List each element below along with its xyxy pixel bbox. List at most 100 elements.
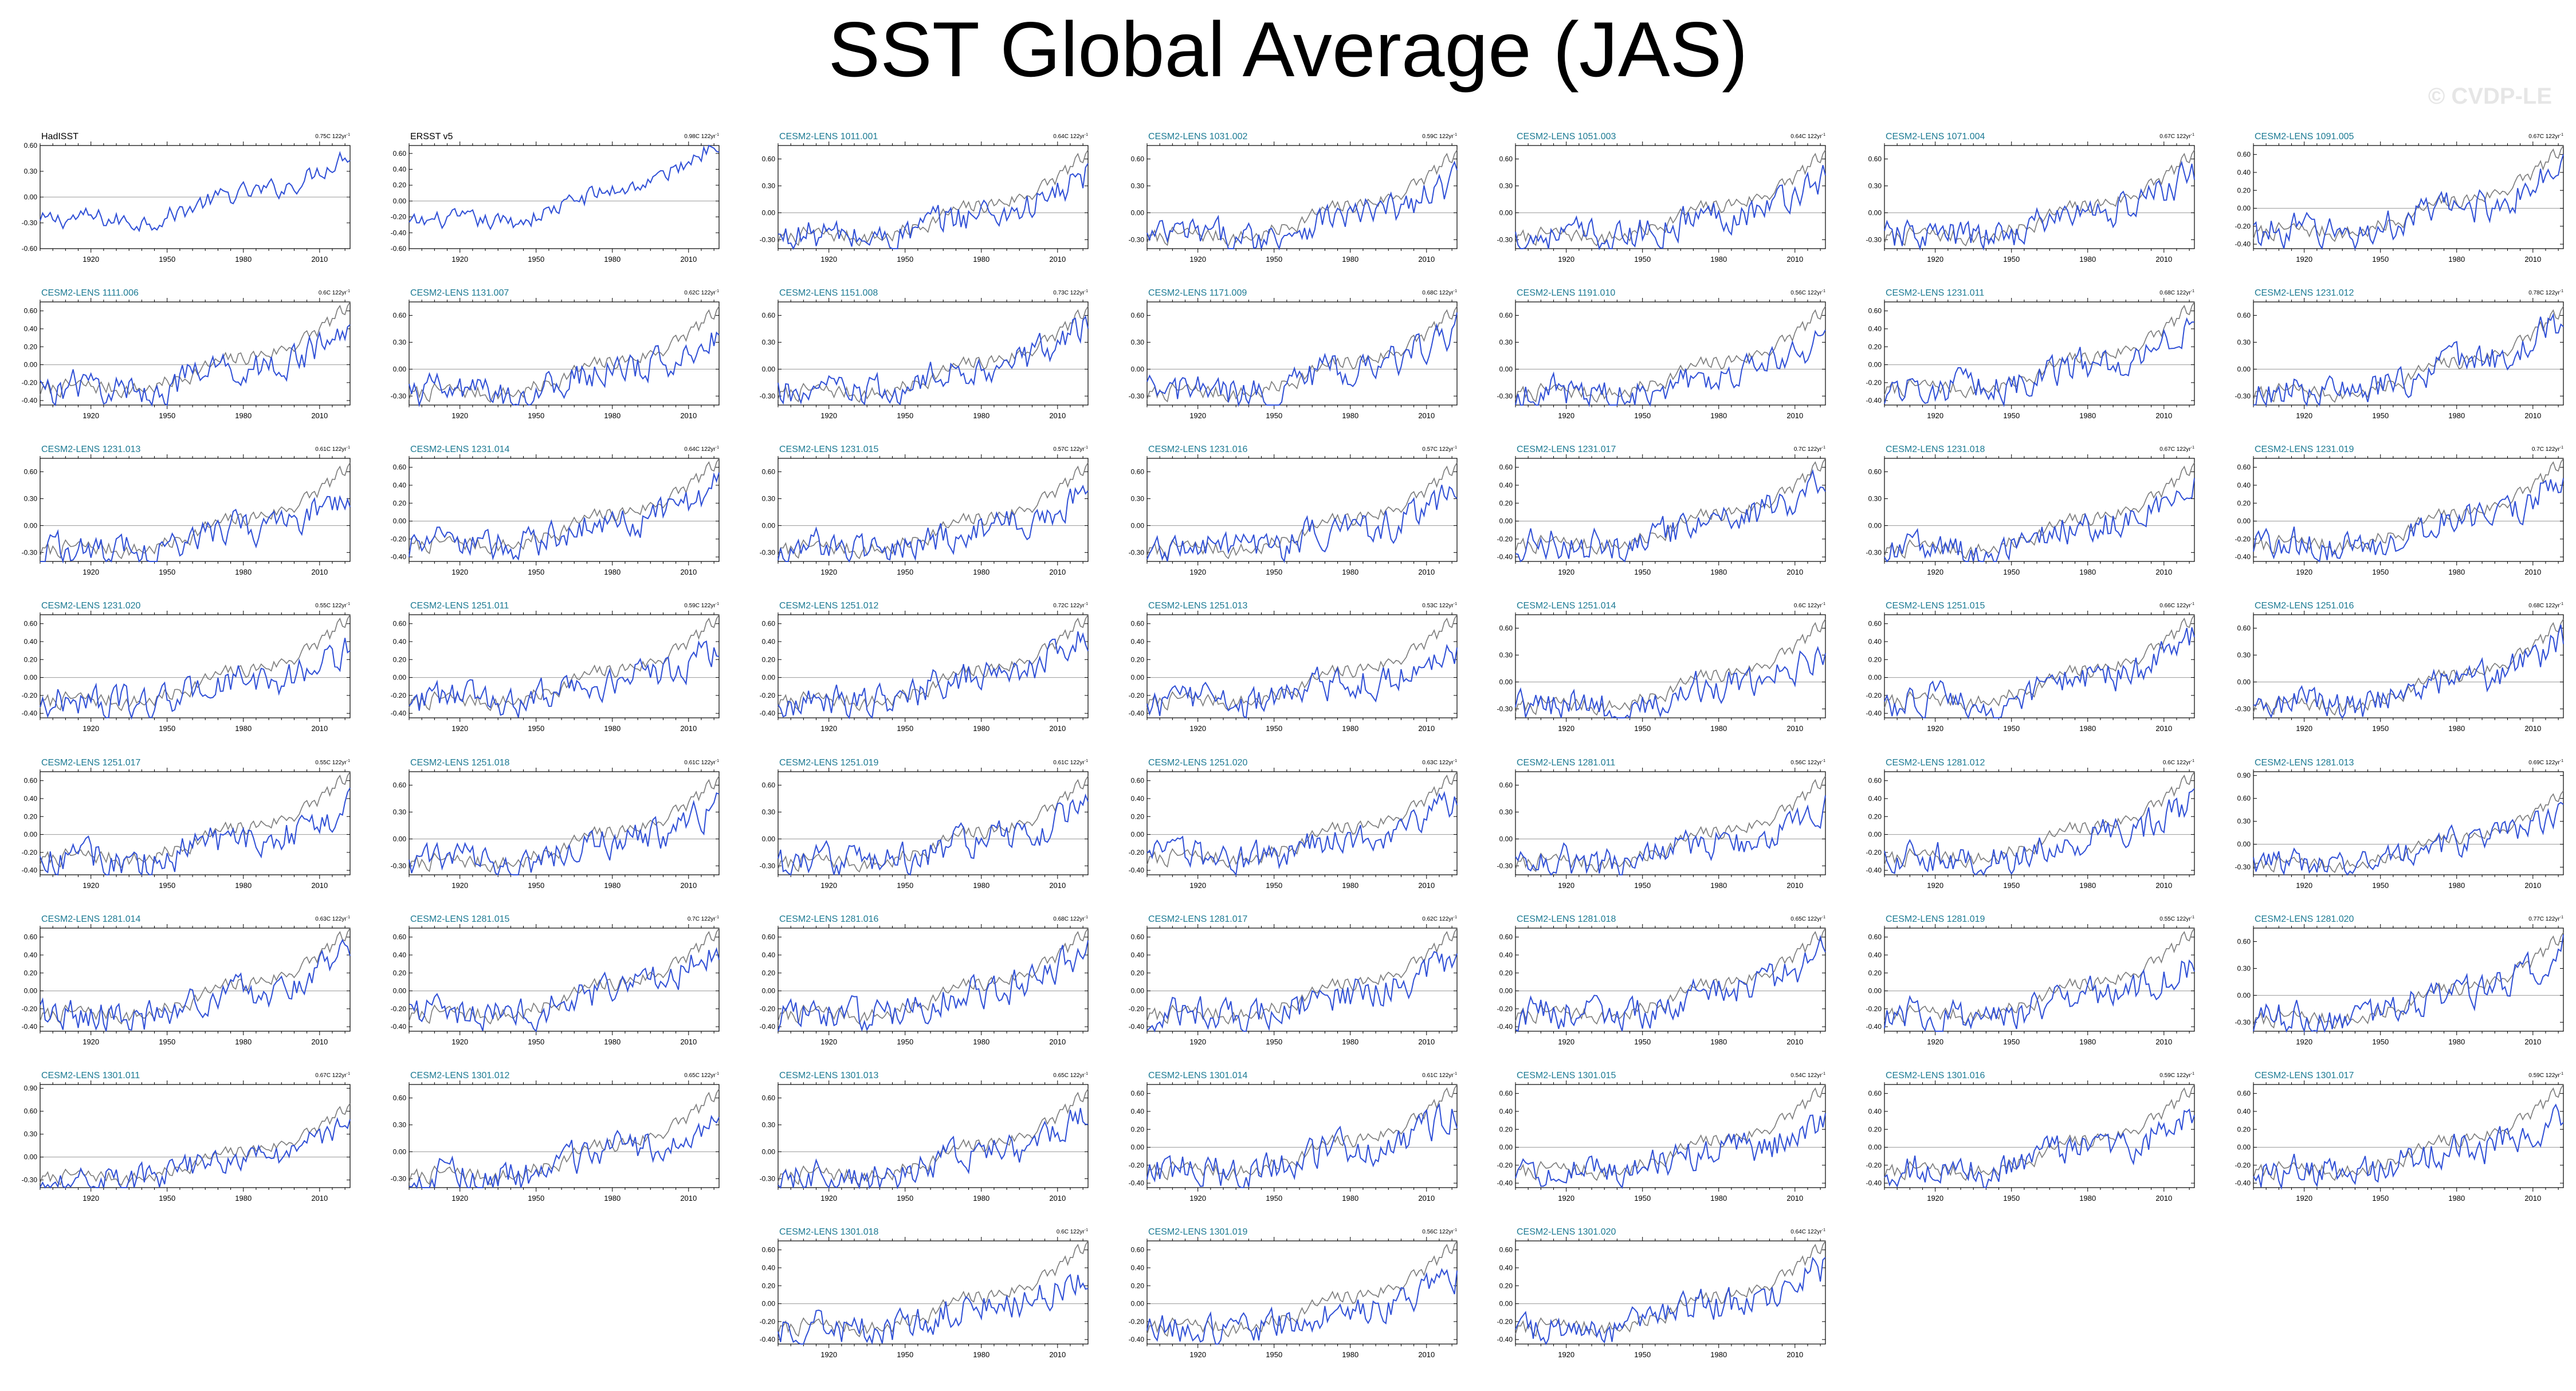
y-tick-label: 0.30 (1499, 651, 1513, 659)
member-series-line (1146, 312, 1458, 407)
x-tick-label: 1950 (2372, 411, 2389, 420)
y-tick-label: 0.30 (24, 167, 38, 175)
y-tick-label: -0.40 (1129, 1023, 1145, 1031)
panel-title: CESM2-LENS 1281.011 (1517, 758, 1615, 768)
member-series-line (40, 638, 351, 720)
y-tick-label: 0.30 (762, 338, 776, 346)
x-tick-label: 1980 (604, 411, 621, 420)
x-tick-label: 1920 (1558, 1038, 1574, 1046)
member-series-line (1146, 160, 1458, 251)
y-tick-label: 0.20 (1131, 812, 1145, 820)
y-tick-label: -0.30 (1497, 705, 1513, 713)
x-tick-label: 1980 (235, 568, 252, 576)
y-tick-label: 0.40 (24, 795, 38, 803)
x-tick-label: 1950 (528, 568, 544, 576)
y-tick-label: 0.00 (24, 1153, 38, 1161)
x-tick-label: 1980 (604, 568, 621, 576)
x-tick-label: 2010 (680, 411, 697, 420)
y-tick-label: 0.00 (762, 1300, 776, 1308)
obs-series-line (2253, 306, 2564, 403)
x-tick-label: 2010 (1049, 1194, 1066, 1203)
y-tick-label: -0.20 (1497, 1161, 1513, 1169)
y-tick-label: 0.00 (1499, 1144, 1513, 1152)
member-series-line (1515, 934, 1826, 1032)
panel-cesm2-lens-1231-014: CESM2-LENS 1231.014 0.64C 122yr-1 -0.40 -0.… (391, 445, 720, 576)
y-tick-label: 0.30 (2237, 818, 2251, 826)
y-tick-label: -0.40 (1129, 709, 1145, 717)
y-tick-label: 0.00 (2237, 991, 2251, 999)
y-tick-label: 0.60 (1868, 155, 1882, 163)
plot-frame (409, 771, 720, 875)
y-tick-label: 0.00 (2237, 840, 2251, 848)
y-tick-label: 0.30 (24, 494, 38, 502)
plot-frame (1515, 928, 1826, 1032)
y-tick-label: -0.20 (2235, 535, 2251, 543)
x-tick-label: 2010 (1418, 1038, 1435, 1046)
x-tick-label: 2010 (311, 724, 328, 733)
x-tick-label: 1980 (235, 881, 252, 890)
member-series-line (409, 792, 720, 876)
x-tick-label: 1980 (2079, 1038, 2096, 1046)
y-tick-label: -0.40 (1497, 1179, 1513, 1187)
trend-label: 0.65C 122yr-1 (684, 1072, 719, 1079)
y-tick-label: -0.40 (1497, 1335, 1513, 1343)
plot-frame (1146, 301, 1458, 406)
panel-title: CESM2-LENS 1231.011 (1886, 288, 1984, 298)
x-tick-label: 1950 (159, 411, 175, 420)
panel-title: CESM2-LENS 1191.010 (1517, 288, 1615, 298)
y-tick-label: 0.60 (1131, 777, 1145, 785)
y-tick-label: 0.00 (393, 674, 407, 682)
x-tick-label: 2010 (1418, 724, 1435, 733)
y-tick-label: 0.60 (24, 933, 38, 941)
y-tick-label: -0.40 (1866, 866, 1882, 874)
x-tick-label: 1980 (1342, 724, 1358, 733)
x-tick-label: 2010 (2155, 411, 2172, 420)
obs-series-line (1884, 771, 2195, 869)
x-tick-label: 1920 (1927, 1038, 1943, 1046)
y-tick-label: 0.60 (1131, 933, 1145, 941)
x-tick-label: 1920 (1189, 881, 1206, 890)
y-tick-label: 0.60 (2237, 1090, 2251, 1098)
panel-cesm2-lens-1231-020: CESM2-LENS 1231.020 0.55C 122yr-1 -0.40 -0.… (22, 601, 351, 733)
trend-label: 0.57C 122yr-1 (1422, 446, 1457, 453)
member-series-line (1884, 317, 2195, 407)
y-tick-label: -0.20 (22, 1005, 38, 1013)
plot-frame (2253, 928, 2564, 1032)
plot-frame (1146, 1240, 1458, 1345)
y-tick-label: 0.40 (762, 638, 776, 646)
y-tick-label: 0.00 (393, 517, 407, 525)
y-tick-label: 0.30 (393, 1121, 407, 1129)
y-tick-label: -0.20 (391, 1005, 407, 1013)
obs-series-line (1146, 1084, 1458, 1181)
plot-frame (409, 614, 720, 718)
obs-series-line (777, 1240, 1089, 1338)
y-tick-label: 0.30 (1131, 182, 1145, 190)
y-tick-label: 0.00 (24, 521, 38, 529)
y-tick-label: -0.40 (391, 229, 407, 237)
x-tick-label: 1950 (159, 568, 175, 576)
y-tick-label: 0.40 (1131, 638, 1145, 646)
x-tick-label: 1950 (1634, 568, 1651, 576)
x-tick-label: 2010 (1418, 568, 1435, 576)
y-tick-label: 0.40 (2237, 1107, 2251, 1115)
y-tick-label: -0.40 (1866, 709, 1882, 717)
obs-series-line (409, 306, 720, 403)
obs-series-line (777, 614, 1089, 712)
plot-frame (1884, 928, 2195, 1032)
x-tick-label: 2010 (1786, 255, 1803, 264)
y-tick-label: 0.30 (393, 338, 407, 346)
member-series-line (409, 640, 720, 718)
member-series-line (40, 324, 351, 407)
x-tick-label: 1980 (973, 255, 989, 264)
y-tick-label: 0.20 (762, 655, 776, 663)
trend-label: 0.61C 122yr-1 (1422, 1072, 1457, 1079)
panel-title: CESM2-LENS 1071.004 (1886, 132, 1985, 142)
y-tick-label: -0.30 (391, 862, 407, 870)
panel-title: CESM2-LENS 1171.009 (1148, 288, 1247, 298)
y-tick-label: 0.20 (393, 181, 407, 189)
panel-cesm2-lens-1301-018: CESM2-LENS 1301.018 0.6C 122yr-1 -0.40 -0.2… (760, 1227, 1089, 1359)
y-tick-label: 0.00 (1131, 1144, 1145, 1152)
x-tick-label: 1950 (159, 1194, 175, 1203)
trend-label: 0.98C 122yr-1 (684, 133, 719, 140)
y-tick-label: 0.00 (393, 197, 407, 205)
